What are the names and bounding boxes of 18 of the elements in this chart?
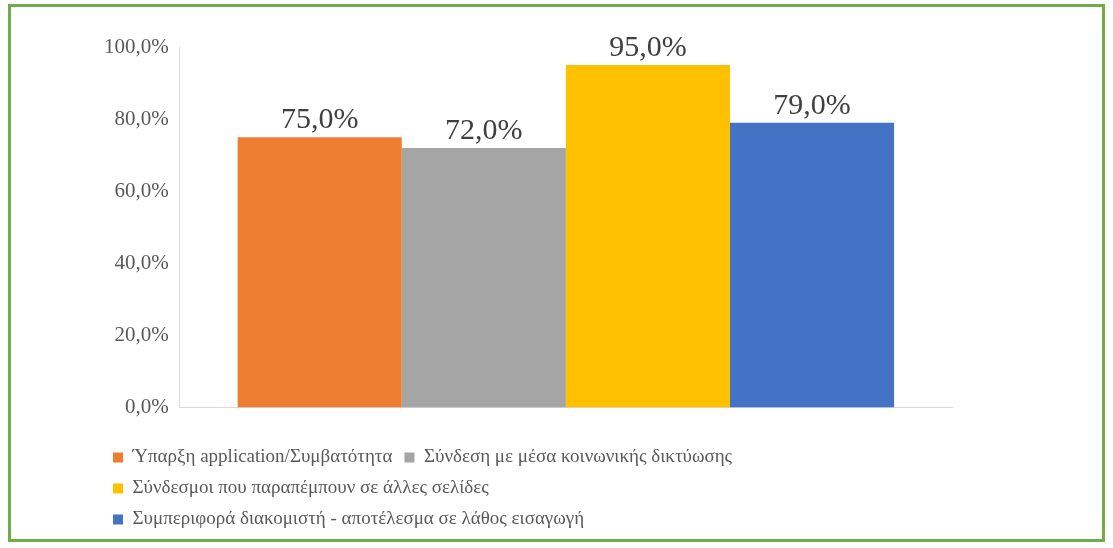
y-tick-label: 60,0%: [114, 177, 169, 202]
y-tick-label: 0,0%: [124, 394, 169, 419]
bar: [729, 122, 895, 408]
bar: [565, 65, 730, 408]
legend-label: Συμπεριφορά διακομιστή - αποτέλεσμα σε λάθος εισαγωγή: [132, 507, 585, 529]
data-label: 79,0%: [773, 86, 851, 120]
bar: [401, 147, 566, 408]
bar: [237, 137, 402, 408]
y-tick-label: 100,0%: [103, 33, 169, 58]
legend-label: Σύνδεσμοι που παραπέμπουν σε άλλες σελίδες: [132, 476, 490, 498]
data-label: 75,0%: [280, 101, 359, 135]
legend-label: Σύνδεση με μέσα κοινωνικής δικτύωσης: [423, 445, 733, 467]
data-label: 95,0%: [609, 28, 687, 62]
y-tick-label: 40,0%: [114, 249, 169, 274]
data-label: 72,0%: [445, 111, 523, 145]
y-tick-label: 80,0%: [114, 105, 169, 130]
y-tick-label: 20,0%: [114, 322, 169, 346]
legend-label: Ύπαρξη application/Συμβατότητα: [131, 445, 393, 467]
